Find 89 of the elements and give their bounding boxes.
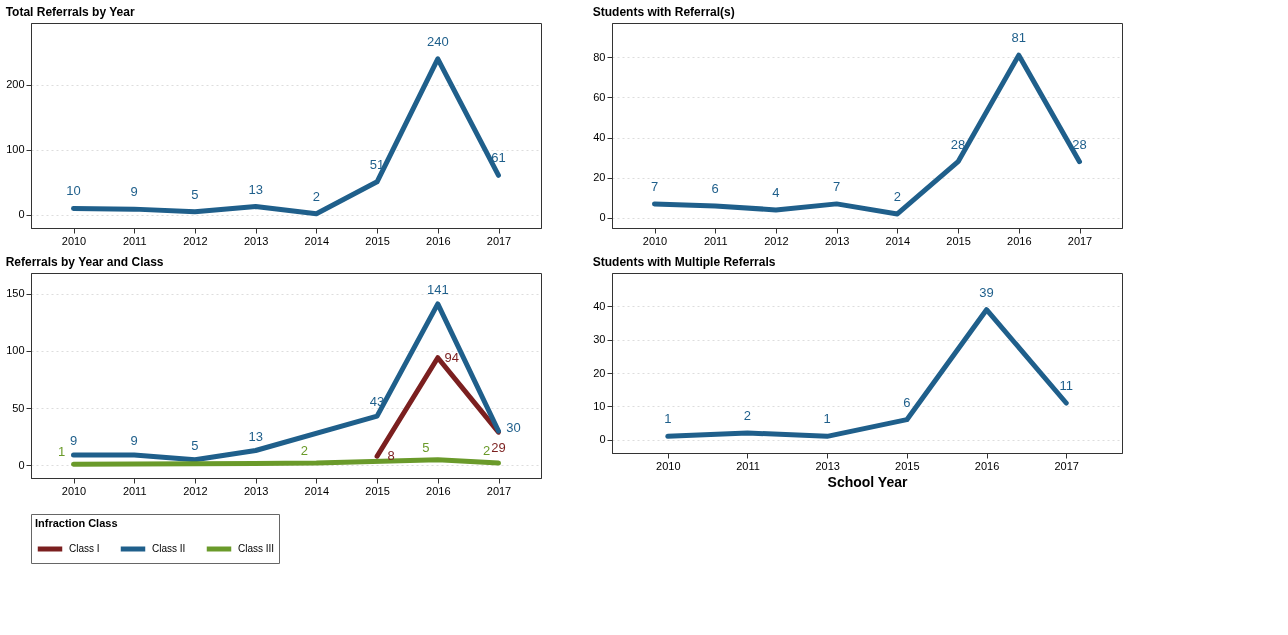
x-tick-label: 2013 — [243, 234, 269, 247]
y-tick-label: 0 — [18, 208, 25, 221]
data-label: 7 — [650, 178, 659, 194]
data-label: 6 — [903, 394, 911, 410]
data-label: 9 — [69, 433, 78, 449]
data-label: 9 — [130, 433, 138, 449]
data-label: 28 — [950, 136, 966, 152]
x-tick-label: 2013 — [243, 484, 269, 497]
data-label: 141 — [426, 281, 449, 297]
x-tick-label: 2016 — [426, 484, 451, 497]
data-label: 6 — [711, 180, 719, 196]
x-tick-label: 2015 — [946, 234, 971, 247]
y-tick-label: 50 — [12, 401, 25, 414]
y-tick-label: 40 — [593, 299, 606, 312]
data-label: 5 — [191, 186, 199, 202]
x-tick-label: 2016 — [1007, 234, 1032, 247]
x-tick-label: 2017 — [486, 234, 512, 247]
y-tick-label: 150 — [6, 287, 25, 300]
x-tick-label: 2012 — [764, 234, 789, 247]
x-axis-title: School Year — [827, 473, 908, 490]
x-tick-label: 2016 — [426, 234, 451, 247]
y-tick-label: 80 — [593, 50, 606, 63]
legend-label: Class I — [69, 543, 100, 554]
data-label: 13 — [248, 428, 263, 444]
x-tick-label: 2014 — [885, 234, 911, 247]
chart-title: Students with Multiple Referrals — [592, 255, 776, 269]
data-label: 2 — [312, 188, 320, 204]
x-tick-label: 2017 — [486, 484, 512, 497]
y-tick-label: 0 — [599, 211, 606, 224]
data-label: 28 — [1072, 136, 1087, 152]
y-tick-label: 20 — [593, 171, 606, 184]
data-label: 81 — [1011, 30, 1027, 46]
y-tick-label: 0 — [18, 458, 25, 471]
y-tick-label: 40 — [593, 131, 606, 144]
x-tick-label: 2015 — [895, 459, 920, 472]
data-label: 7 — [833, 178, 841, 194]
data-label: 2 — [482, 443, 491, 459]
data-label: 10 — [66, 183, 81, 199]
x-tick-label: 2015 — [365, 234, 390, 247]
data-label: 1 — [823, 411, 831, 427]
x-tick-label: 2010 — [61, 234, 87, 247]
data-label: 240 — [426, 33, 449, 49]
data-label: 94 — [444, 349, 460, 365]
x-tick-label: 2011 — [122, 484, 147, 497]
x-tick-label: 2010 — [656, 459, 681, 472]
y-tick-label: 0 — [599, 433, 606, 446]
y-tick-label: 100 — [6, 344, 25, 357]
x-tick-label: 2017 — [1067, 234, 1093, 247]
x-tick-label: 2012 — [183, 234, 208, 247]
chart-title: Referrals by Year and Class — [5, 255, 164, 269]
y-tick-label: 200 — [6, 78, 25, 91]
x-tick-label: 2013 — [815, 459, 840, 472]
data-label: 39 — [979, 284, 994, 300]
y-tick-label: 30 — [593, 333, 606, 346]
legend-title: Infraction Class — [35, 517, 118, 529]
data-label: 4 — [772, 184, 780, 200]
x-tick-label: 2014 — [304, 484, 330, 497]
x-tick-label: 2017 — [1054, 459, 1079, 472]
data-label: 2 — [893, 188, 901, 204]
data-label: 11 — [1059, 378, 1073, 393]
legend-label: Class III — [238, 543, 275, 554]
y-tick-label: 10 — [593, 399, 606, 412]
x-tick-label: 2011 — [122, 234, 147, 247]
data-label: 29 — [491, 440, 506, 456]
data-label: 5 — [422, 439, 430, 455]
chart-title: Total Referrals by Year — [5, 5, 135, 19]
x-tick-label: 2016 — [974, 459, 1000, 472]
legend-label: Class II — [152, 543, 186, 554]
y-tick-label: 100 — [6, 143, 25, 156]
data-label: 2 — [300, 443, 308, 459]
x-tick-label: 2011 — [703, 234, 728, 247]
x-tick-label: 2012 — [183, 484, 208, 497]
x-tick-label: 2014 — [304, 234, 330, 247]
data-label: 13 — [248, 181, 263, 197]
data-label: 2 — [743, 408, 752, 423]
x-tick-label: 2015 — [365, 484, 390, 497]
x-tick-label: 2010 — [642, 234, 668, 247]
y-tick-label: 20 — [593, 366, 606, 379]
chart-title: Students with Referral(s) — [592, 5, 735, 19]
data-label: 1 — [57, 444, 66, 460]
data-label: 61 — [491, 150, 506, 166]
data-label: 1 — [664, 411, 672, 427]
y-tick-label: 60 — [593, 90, 606, 103]
x-tick-label: 2013 — [824, 234, 850, 247]
data-label: 5 — [191, 437, 199, 453]
x-tick-label: 2010 — [61, 484, 87, 497]
x-tick-label: 2011 — [736, 459, 760, 472]
data-label: 30 — [506, 420, 521, 436]
data-label: 9 — [130, 184, 138, 200]
